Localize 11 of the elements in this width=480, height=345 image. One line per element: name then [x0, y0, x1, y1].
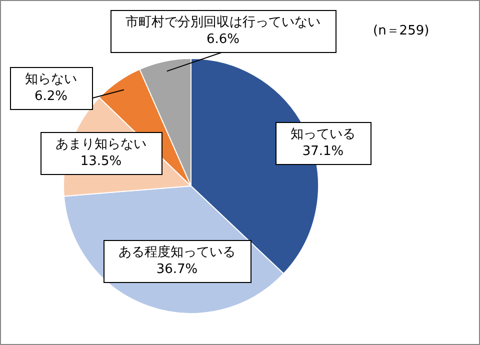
data-label: 13.5%	[80, 154, 122, 169]
slice-label: 知っている	[290, 126, 356, 142]
data-label: 6.6%	[206, 32, 240, 47]
text: (n＝259)	[373, 23, 430, 38]
data-label: 6.2%	[34, 88, 68, 104]
slice-label: あまり知らない	[56, 136, 146, 152]
data-label: 36.7%	[156, 262, 198, 277]
slice-label: 市町村で分別回収は行っていない	[126, 14, 320, 30]
slice-label: 知らない	[25, 72, 77, 87]
data-label: 37.1%	[302, 144, 344, 159]
slice-label: ある程度知っている	[118, 244, 236, 260]
